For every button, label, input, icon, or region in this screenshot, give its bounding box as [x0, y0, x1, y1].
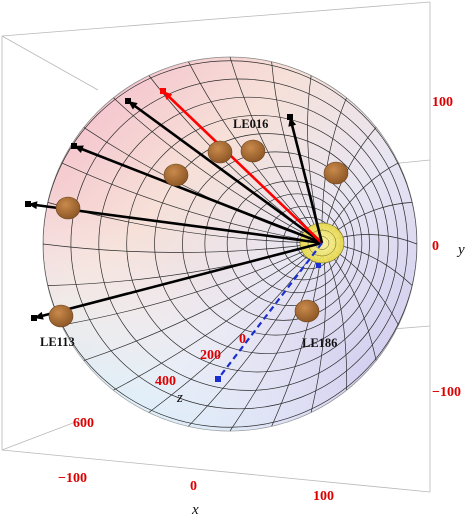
- mesh-meridian: [113, 242, 323, 391]
- tracks-layer: [25, 88, 324, 382]
- mesh-meridian: [188, 242, 323, 427]
- z-axis: 0 200 400 600 z: [73, 332, 246, 431]
- mesh-ring: [226, 180, 355, 306]
- energy-cluster: [294, 299, 320, 323]
- dashed-track-start-marker: [316, 263, 321, 268]
- label-le186: LE186: [302, 336, 337, 350]
- y-axis: 100 0 −100 y: [429, 95, 465, 400]
- mesh-ring: [126, 115, 389, 373]
- track-end-marker: [125, 98, 131, 104]
- track-end-marker: [31, 315, 37, 321]
- particle-track: [127, 99, 323, 245]
- particle-track: [33, 241, 323, 320]
- mesh-meridian: [229, 242, 323, 431]
- track-end-marker: [25, 201, 31, 207]
- x-tick-label: −100: [58, 471, 87, 486]
- y-tick-label: −100: [432, 385, 461, 400]
- spherical-mesh: [43, 57, 417, 431]
- energy-cluster: [48, 304, 74, 328]
- energy-cluster: [55, 196, 81, 220]
- dashed-track: [217, 242, 323, 380]
- mesh-ring: [204, 166, 363, 321]
- mesh-meridian: [83, 242, 323, 361]
- track-end-marker: [215, 376, 221, 382]
- z-tick-label: 400: [155, 374, 176, 389]
- z-tick-label: 0: [239, 332, 246, 347]
- x-tick-label: 0: [190, 479, 197, 494]
- bounding-box: [1, 1, 431, 493]
- mesh-meridian: [43, 242, 323, 253]
- mesh-meridian: [271, 61, 323, 244]
- z-axis-label: z: [176, 390, 183, 406]
- x-tick-label: 100: [313, 489, 334, 504]
- z-tick-label: 200: [200, 348, 221, 363]
- mesh-meridian: [148, 242, 323, 413]
- mesh-meridian: [113, 97, 323, 244]
- particle-track: [288, 116, 324, 244]
- track-end-marker: [160, 88, 166, 94]
- highlighted-track: [162, 90, 323, 244]
- x-axis: −100 0 100 x: [58, 471, 334, 518]
- energy-cluster: [323, 161, 349, 185]
- mesh-meridian: [61, 162, 323, 244]
- track-end-marker: [71, 143, 77, 149]
- clusters-layer: [48, 139, 349, 328]
- label-le113: LE113: [40, 335, 75, 349]
- energy-cluster: [207, 140, 233, 164]
- y-tick-label: 100: [432, 95, 453, 110]
- y-axis-label: y: [456, 242, 465, 258]
- mesh-ring: [182, 151, 370, 336]
- label-le016: LE016: [233, 117, 268, 131]
- particle-track: [73, 144, 323, 245]
- track-end-marker: [287, 114, 293, 120]
- mesh-meridian: [61, 242, 323, 326]
- mesh-ring: [154, 133, 380, 354]
- mesh-ring: [98, 96, 399, 391]
- track-arrowhead: [28, 201, 38, 210]
- mesh-ring: [43, 60, 417, 428]
- x-axis-label: x: [191, 502, 199, 518]
- z-tick-label: 600: [73, 416, 94, 431]
- y-tick-label: 0: [432, 239, 439, 254]
- energy-cluster: [240, 139, 266, 163]
- mesh-meridian: [229, 57, 323, 244]
- mesh-ring: [70, 78, 408, 410]
- energy-cluster: [163, 163, 189, 187]
- mesh-ring: [246, 193, 349, 294]
